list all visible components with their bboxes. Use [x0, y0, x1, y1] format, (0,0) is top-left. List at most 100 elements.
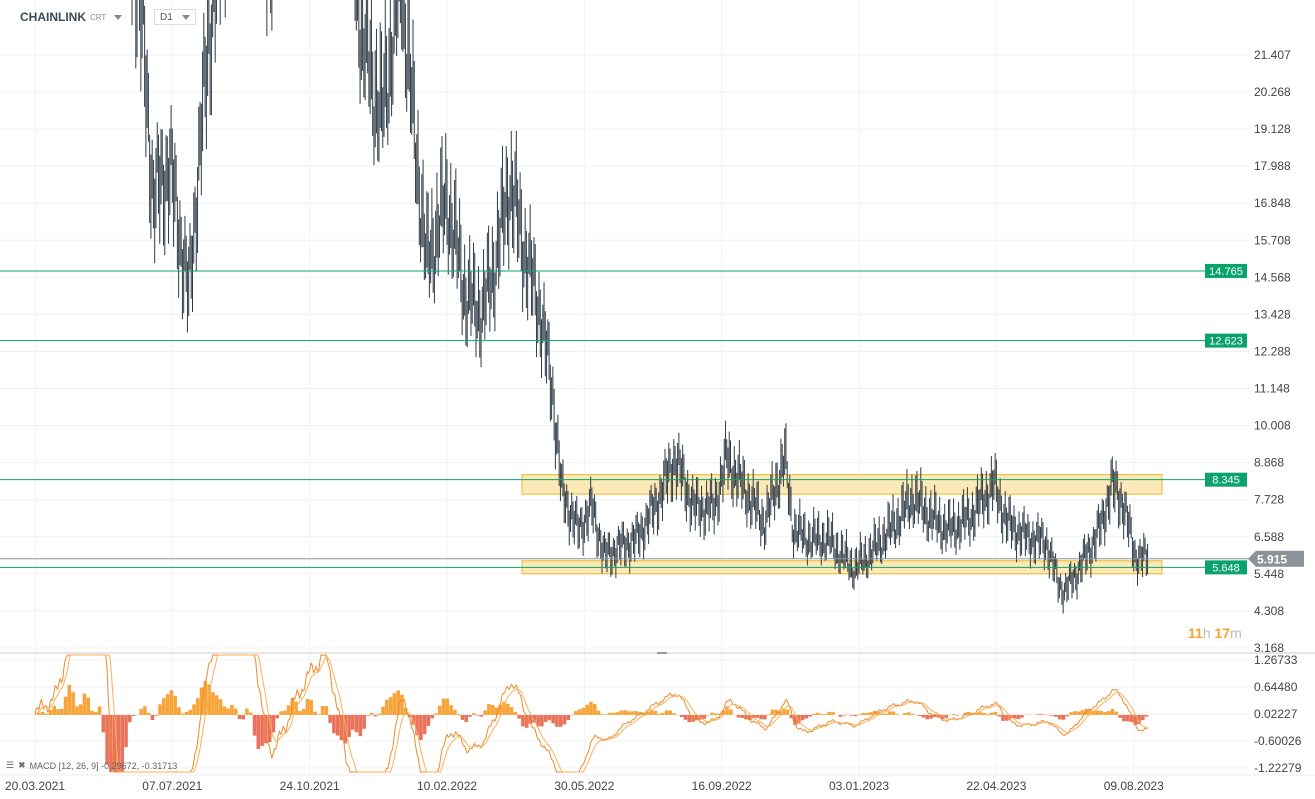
macd-bar — [993, 711, 998, 715]
macd-bar — [381, 706, 385, 715]
y-tick-label: 11.148 — [1254, 382, 1290, 396]
macd-bar — [619, 710, 623, 715]
macd-bar — [895, 714, 899, 715]
macd-bar — [248, 712, 253, 715]
symbol-selector[interactable]: CHAINLINK CRT — [20, 10, 123, 24]
macd-bar — [664, 710, 669, 715]
macd-bar — [184, 711, 189, 715]
macd-bar — [313, 711, 317, 715]
macd-bar — [615, 712, 620, 715]
macd-bar — [162, 698, 166, 715]
macd-bar — [725, 706, 729, 715]
macd-bar — [540, 714, 544, 727]
macd-bar — [317, 714, 321, 715]
macd-bar — [44, 713, 49, 715]
macd-bar — [891, 711, 896, 715]
current-price-label: 5.915 — [1257, 553, 1287, 567]
chevron-down-icon — [114, 14, 123, 20]
macd-bar — [747, 714, 752, 721]
macd-bar — [774, 709, 778, 715]
macd-bar — [1057, 714, 1062, 720]
macd-bar — [52, 706, 56, 715]
macd-bar — [551, 714, 555, 724]
macd-bar — [729, 709, 733, 715]
macd-bar — [75, 706, 79, 715]
y-tick-label: 7.728 — [1254, 493, 1284, 507]
price-series — [131, 0, 1149, 614]
macd-bar — [1080, 710, 1085, 715]
macd-bar — [456, 714, 461, 715]
macd-bar — [226, 708, 230, 715]
timer-h-unit: h — [1202, 625, 1211, 641]
settings-icon[interactable]: ☰ — [6, 760, 15, 770]
close-icon[interactable]: ✖ — [18, 760, 26, 770]
macd-bar — [252, 714, 257, 736]
macd-bar — [1141, 714, 1145, 721]
macd-bar — [910, 713, 915, 715]
macd-bar — [921, 714, 926, 718]
x-tick-label: 22.04.2023 — [966, 779, 1026, 793]
macd-bar — [626, 711, 631, 715]
y-tick-label: 13.428 — [1254, 307, 1291, 321]
macd-bar — [558, 714, 563, 727]
pane-resize-handle[interactable] — [657, 652, 667, 654]
macd-bar — [169, 690, 174, 715]
macd-bar — [475, 714, 480, 716]
macd-bar — [706, 714, 710, 716]
macd-bar — [437, 705, 442, 715]
macd-bar — [1001, 714, 1005, 721]
level-label: 14.765 — [1209, 266, 1243, 278]
macd-bar — [1016, 714, 1020, 720]
macd-bar — [453, 709, 457, 715]
macd-bar — [487, 703, 491, 715]
level-label-bg — [1205, 472, 1247, 487]
macd-bar — [672, 713, 676, 715]
macd-bar — [309, 699, 314, 715]
macd-bar — [861, 712, 865, 715]
macd-bar — [286, 705, 291, 715]
macd-bar — [1035, 714, 1039, 715]
macd-bar — [842, 714, 847, 716]
macd-bar — [358, 714, 363, 737]
macd-bar — [158, 704, 162, 715]
timeframe-selector[interactable]: D1 — [154, 9, 196, 25]
macd-bar — [623, 710, 627, 715]
macd-bar — [256, 714, 261, 749]
macd-bar — [128, 714, 132, 723]
macd-bar — [532, 714, 537, 723]
macd-bar — [581, 707, 586, 715]
macd-bar — [332, 714, 336, 734]
y-tick-label: 4.308 — [1254, 604, 1284, 618]
macd-bar — [460, 714, 465, 720]
macd-bar — [952, 714, 956, 715]
macd-bar — [940, 714, 945, 720]
y-tick-label: 15.708 — [1254, 233, 1291, 247]
macd-bar — [634, 711, 639, 715]
macd-bar — [180, 713, 185, 715]
symbol-name: CHAINLINK — [20, 10, 86, 24]
macd-bar — [585, 704, 589, 715]
macd-bar — [78, 704, 83, 715]
macd-bar — [426, 714, 431, 726]
macd-bar — [400, 694, 404, 715]
level-label-bg — [1205, 560, 1247, 575]
macd-bar — [687, 714, 692, 723]
macd-bar — [441, 698, 446, 715]
macd-bar — [464, 714, 469, 722]
macd-bar — [490, 704, 495, 715]
macd-bar — [335, 714, 340, 736]
macd-bar — [146, 712, 151, 715]
macd-bar — [819, 714, 824, 715]
macd-bar — [282, 710, 287, 715]
macd-bar — [918, 714, 922, 717]
macd-bar — [596, 710, 601, 715]
macd-bar — [827, 711, 831, 715]
macd-bar — [479, 714, 484, 717]
macd-bar — [1125, 714, 1130, 722]
y-tick-label: 5.448 — [1254, 567, 1284, 581]
macd-bar — [1008, 714, 1013, 719]
x-tick-label: 09.08.2023 — [1104, 779, 1164, 793]
macd-bar — [604, 714, 608, 715]
macd-bar — [695, 714, 699, 721]
